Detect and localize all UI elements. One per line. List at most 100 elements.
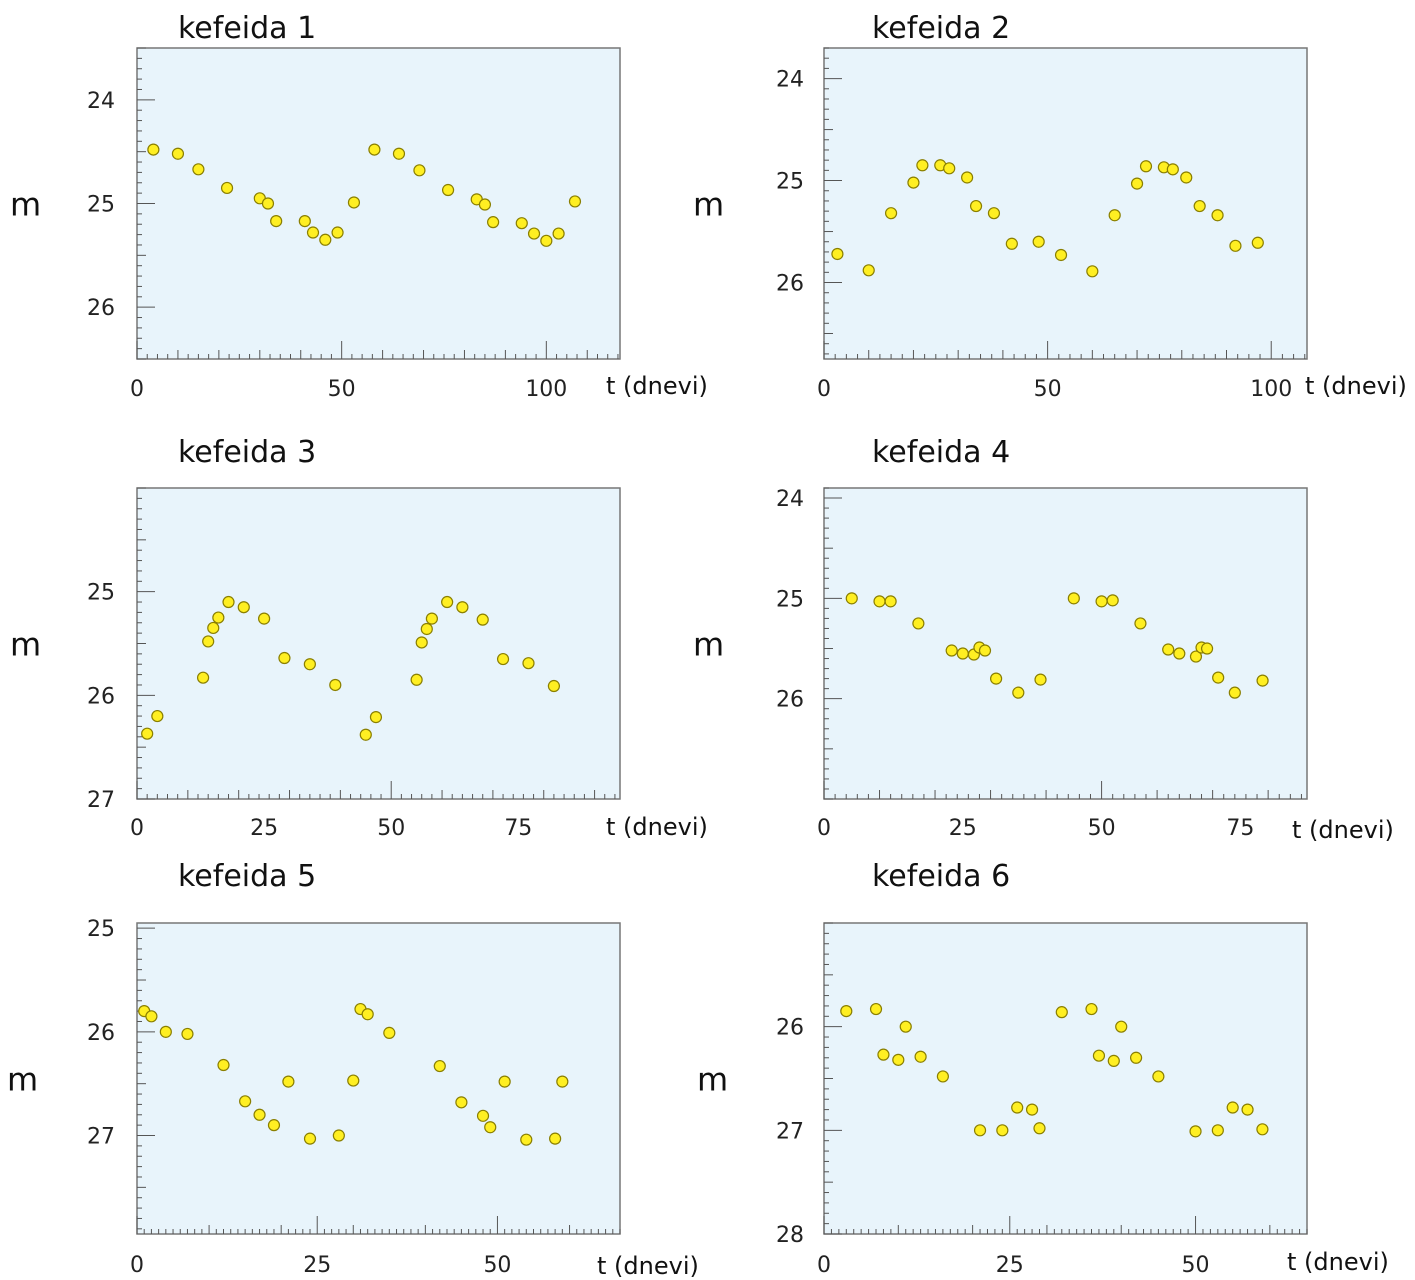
kefeida-2-data-point	[943, 162, 956, 175]
kefeida-1-plot-area	[136, 47, 621, 360]
kefeida-3-x-tick-label: 50	[377, 816, 405, 841]
kefeida-3-data-point	[359, 728, 372, 741]
kefeida-3-data-point	[202, 635, 215, 648]
kefeida-2-data-point	[1130, 177, 1144, 190]
kefeida-2-x-tick-label: 0	[817, 377, 831, 402]
kefeida-1-data-point	[220, 181, 234, 195]
kefeida-1-data-point	[478, 198, 492, 211]
kefeida-3-data-point	[547, 679, 561, 693]
kefeida-6-data-point	[1033, 1122, 1046, 1135]
kefeida-4-data-point	[956, 647, 969, 660]
kefeida-5-data-point	[498, 1075, 511, 1088]
kefeida-2-data-point	[907, 176, 920, 189]
kefeida-3-data-point	[196, 671, 210, 684]
kefeida-1-data-point	[552, 227, 565, 240]
kefeida-6-xlabel: t (dnevi)	[1287, 1248, 1389, 1276]
kefeida-1-x-tick-label: 100	[525, 377, 567, 402]
kefeida-4-title: kefeida 4	[872, 435, 1010, 470]
kefeida-1-data-point	[270, 215, 283, 228]
kefeida-2-xlabel: t (dnevi)	[1305, 372, 1407, 400]
kefeida-4-data-point	[1256, 674, 1269, 687]
kefeida-1-data-point	[331, 226, 344, 239]
kefeida-2-data-point	[1108, 209, 1121, 222]
kefeida-2-data-point	[862, 264, 875, 277]
kefeida-6-data-point	[1092, 1049, 1106, 1062]
kefeida-1-data-point	[147, 143, 160, 156]
kefeida-2-data-point	[831, 247, 844, 261]
kefeida-5-data-point	[253, 1108, 266, 1121]
kefeida-2-y-tick-label: 25	[776, 170, 804, 195]
kefeida-3-data-point	[303, 658, 316, 671]
kefeida-6-data-point	[1011, 1101, 1024, 1114]
kefeida-3-data-point	[212, 611, 225, 624]
kefeida-3-data-point	[278, 651, 291, 665]
kefeida-1-data-point	[319, 233, 332, 246]
kefeida-4-x-tick-label: 0	[817, 816, 831, 841]
kefeida-4-data-point	[1200, 642, 1214, 655]
kefeida-6-plot-area	[823, 922, 1308, 1235]
kefeida-1-y-tick-label: 25	[87, 193, 115, 218]
kefeida-6-title: kefeida 6	[872, 859, 1010, 894]
kefeida-1-data-point	[368, 143, 381, 156]
kefeida-4-data-point	[990, 672, 1003, 685]
kefeida-2-data-point	[1211, 209, 1224, 222]
kefeida-6-data-point	[1129, 1051, 1143, 1064]
kefeida-3-data-point	[496, 652, 510, 666]
kefeida-1-data-point	[441, 183, 455, 197]
kefeida-1-y-tick-label: 24	[87, 89, 115, 114]
kefeida-1-data-point	[568, 195, 582, 208]
kefeida-1-data-point	[192, 163, 205, 176]
kefeida-6-data-point	[1241, 1103, 1254, 1116]
kefeida-4-data-point	[1189, 650, 1203, 663]
kefeida-3-xlabel: t (dnevi)	[606, 813, 708, 841]
kefeida-5-x-tick-label: 50	[483, 1253, 511, 1278]
kefeida-2-data-point	[916, 159, 929, 172]
kefeida-6-y-tick-label: 26	[776, 1016, 804, 1041]
kefeida-2-data-point	[1032, 235, 1045, 248]
kefeida-2-data-point	[884, 207, 898, 220]
kefeida-3-data-point	[369, 711, 383, 724]
kefeida-6-y-tick-label: 27	[776, 1119, 804, 1144]
kefeida-3-data-point	[425, 612, 438, 625]
kefeida-4-xlabel: t (dnevi)	[1292, 816, 1394, 844]
kefeida-5-ylabel: m	[7, 1061, 38, 1099]
kefeida-5-data-point	[520, 1133, 533, 1146]
kefeida-5-y-tick-label: 27	[87, 1125, 115, 1150]
kefeida-3-ylabel: m	[10, 626, 41, 664]
kefeida-3-y-tick-label: 27	[87, 788, 115, 813]
kefeida-6-data-point	[1055, 1006, 1068, 1019]
kefeida-2-ylabel: m	[693, 186, 724, 224]
kefeida-6-data-point	[869, 1002, 883, 1016]
kefeida-5-data-point	[282, 1075, 295, 1088]
kefeida-6-data-point	[892, 1053, 905, 1066]
kefeida-5-plot-area	[136, 922, 621, 1235]
kefeida-3-data-point	[420, 622, 433, 636]
kefeida-2-data-point	[1180, 171, 1193, 184]
kefeida-1-data-point	[347, 196, 361, 209]
kefeida-6-data-point	[914, 1050, 927, 1063]
kefeida-1-xlabel: t (dnevi)	[606, 372, 708, 400]
kefeida-5-data-point	[556, 1075, 569, 1088]
kefeida-1-data-point	[298, 215, 311, 228]
kefeida-2-y-tick-label: 24	[776, 68, 804, 93]
kefeida-6-data-point	[840, 1005, 853, 1018]
kefeida-1-data-point	[306, 226, 320, 239]
kefeida-5-data-point	[484, 1121, 497, 1134]
kefeida-5-y-tick-label: 25	[87, 917, 115, 942]
kefeida-3-data-point	[456, 601, 469, 614]
kefeida-4-data-point	[1134, 617, 1147, 630]
kefeida-4-data-point	[845, 592, 858, 605]
kefeida-2-data-point	[1229, 239, 1242, 252]
kefeida-1-ylabel: m	[10, 186, 41, 224]
kefeida-3-data-point	[410, 673, 423, 686]
kefeida-2-data-point	[1139, 160, 1153, 173]
kefeida-5-data-point	[332, 1129, 345, 1142]
kefeida-6-data-point	[996, 1124, 1009, 1137]
kefeida-5-data-point	[476, 1109, 490, 1122]
kefeida-4-data-point	[1106, 594, 1119, 607]
kefeida-6-x-tick-label: 50	[1182, 1253, 1210, 1278]
kefeida-3-data-point	[329, 678, 342, 692]
kefeida-4-y-tick-label: 26	[776, 688, 804, 713]
kefeida-6-data-point	[1211, 1124, 1224, 1137]
kefeida-3-data-point	[141, 727, 154, 740]
